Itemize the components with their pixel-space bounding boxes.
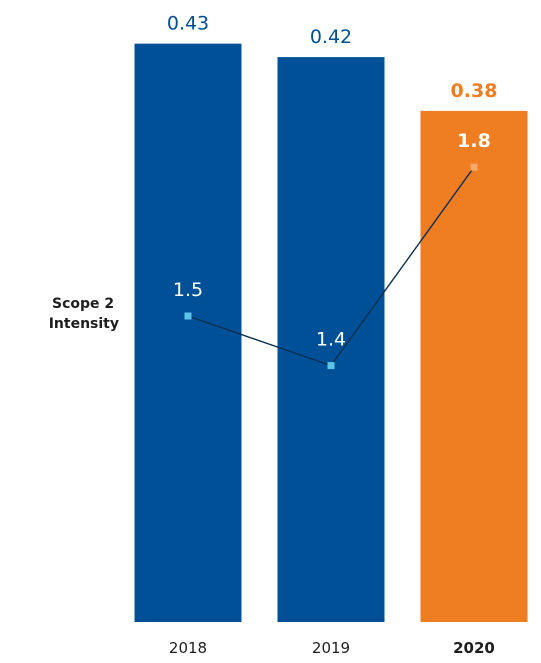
line-point-2020 bbox=[470, 163, 478, 171]
bar-2019 bbox=[277, 57, 385, 623]
points-group bbox=[184, 163, 478, 370]
series-label-line-2: Intensity bbox=[49, 316, 119, 332]
bar-2018 bbox=[134, 43, 242, 622]
category-label-2020: 2020 bbox=[453, 639, 495, 657]
category-labels-group: 2018 2019 2020 bbox=[169, 639, 495, 657]
line-value-label-2020: 1.8 bbox=[457, 130, 491, 152]
bar-value-label-2018: 0.43 bbox=[167, 13, 209, 35]
bar-value-label-2020: 0.38 bbox=[451, 80, 498, 102]
bar-value-label-2019: 0.42 bbox=[310, 26, 352, 48]
category-label-2019: 2019 bbox=[312, 639, 350, 657]
bar-2020 bbox=[420, 110, 528, 623]
series-label: Scope 2 Intensity bbox=[49, 296, 119, 332]
line-point-2019 bbox=[327, 362, 335, 370]
line-point-2018 bbox=[184, 312, 192, 320]
category-label-2018: 2018 bbox=[169, 639, 207, 657]
bar-labels-group: 0.43 0.42 0.38 bbox=[167, 13, 498, 102]
line-value-label-2018: 1.5 bbox=[173, 279, 203, 301]
line-value-label-2019: 1.4 bbox=[316, 329, 346, 351]
series-label-line-1: Scope 2 bbox=[52, 296, 114, 312]
bars-group bbox=[134, 43, 528, 623]
point-labels-group: 1.5 1.4 1.8 bbox=[173, 130, 491, 350]
